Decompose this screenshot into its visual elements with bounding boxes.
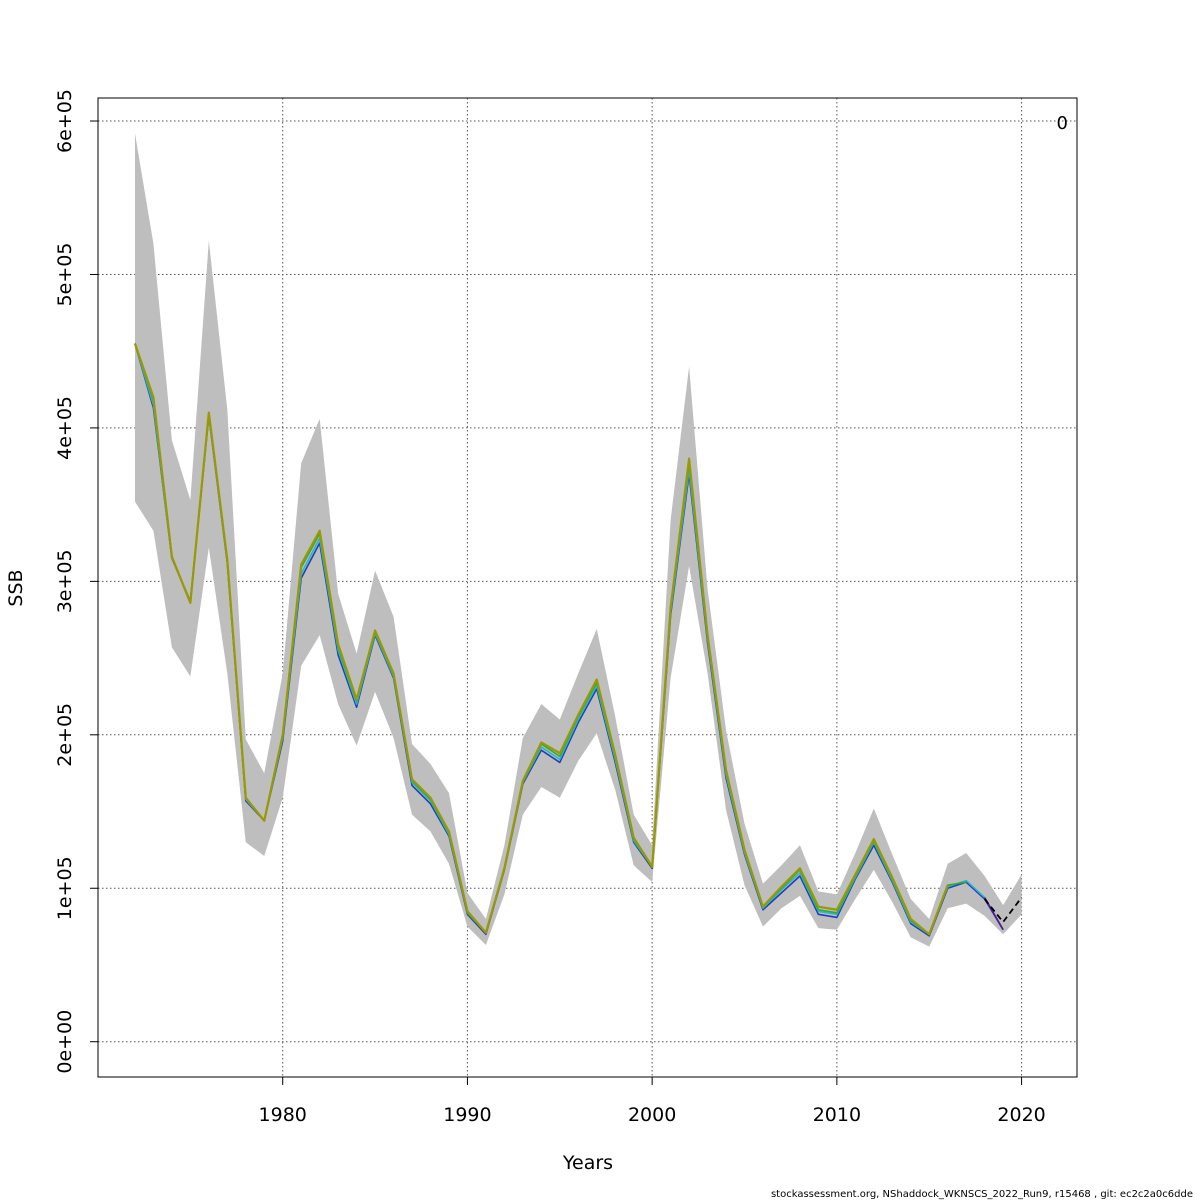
x-tick-label: 1990 — [443, 1104, 491, 1126]
y-tick-label: 5e+05 — [54, 243, 76, 307]
x-tick-label: 2010 — [813, 1104, 861, 1126]
x-tick-label: 1980 — [259, 1104, 307, 1126]
y-axis-label: SSB — [5, 569, 27, 606]
confidence-band-layer — [134, 133, 1022, 947]
x-axis-label: Years — [562, 1152, 613, 1174]
corner-label: 0 — [1057, 113, 1068, 134]
y-tick-label: 4e+05 — [54, 396, 76, 460]
footer-credit: stockassessment.org, NShaddock_WKNSCS_20… — [771, 1189, 1193, 1200]
plot-frame — [97, 97, 1078, 1078]
x-tick-label: 2000 — [628, 1104, 676, 1126]
y-tick-label: 1e+05 — [54, 856, 76, 920]
x-axis: 1980 1990 2000 2010 2020 — [259, 1077, 1046, 1126]
y-tick-label: 3e+05 — [54, 549, 76, 613]
y-tick-label: 6e+05 — [54, 89, 76, 153]
confidence-band — [134, 133, 1022, 947]
x-tick-label: 2020 — [997, 1104, 1045, 1126]
y-tick-label: 2e+05 — [54, 703, 76, 767]
series-line — [133, 343, 949, 936]
series-layer — [133, 343, 1023, 937]
y-axis: 0e+00 1e+05 2e+05 3e+05 4e+05 5e+05 6e+05 — [54, 89, 98, 1074]
y-tick-label: 0e+00 — [54, 1010, 76, 1074]
